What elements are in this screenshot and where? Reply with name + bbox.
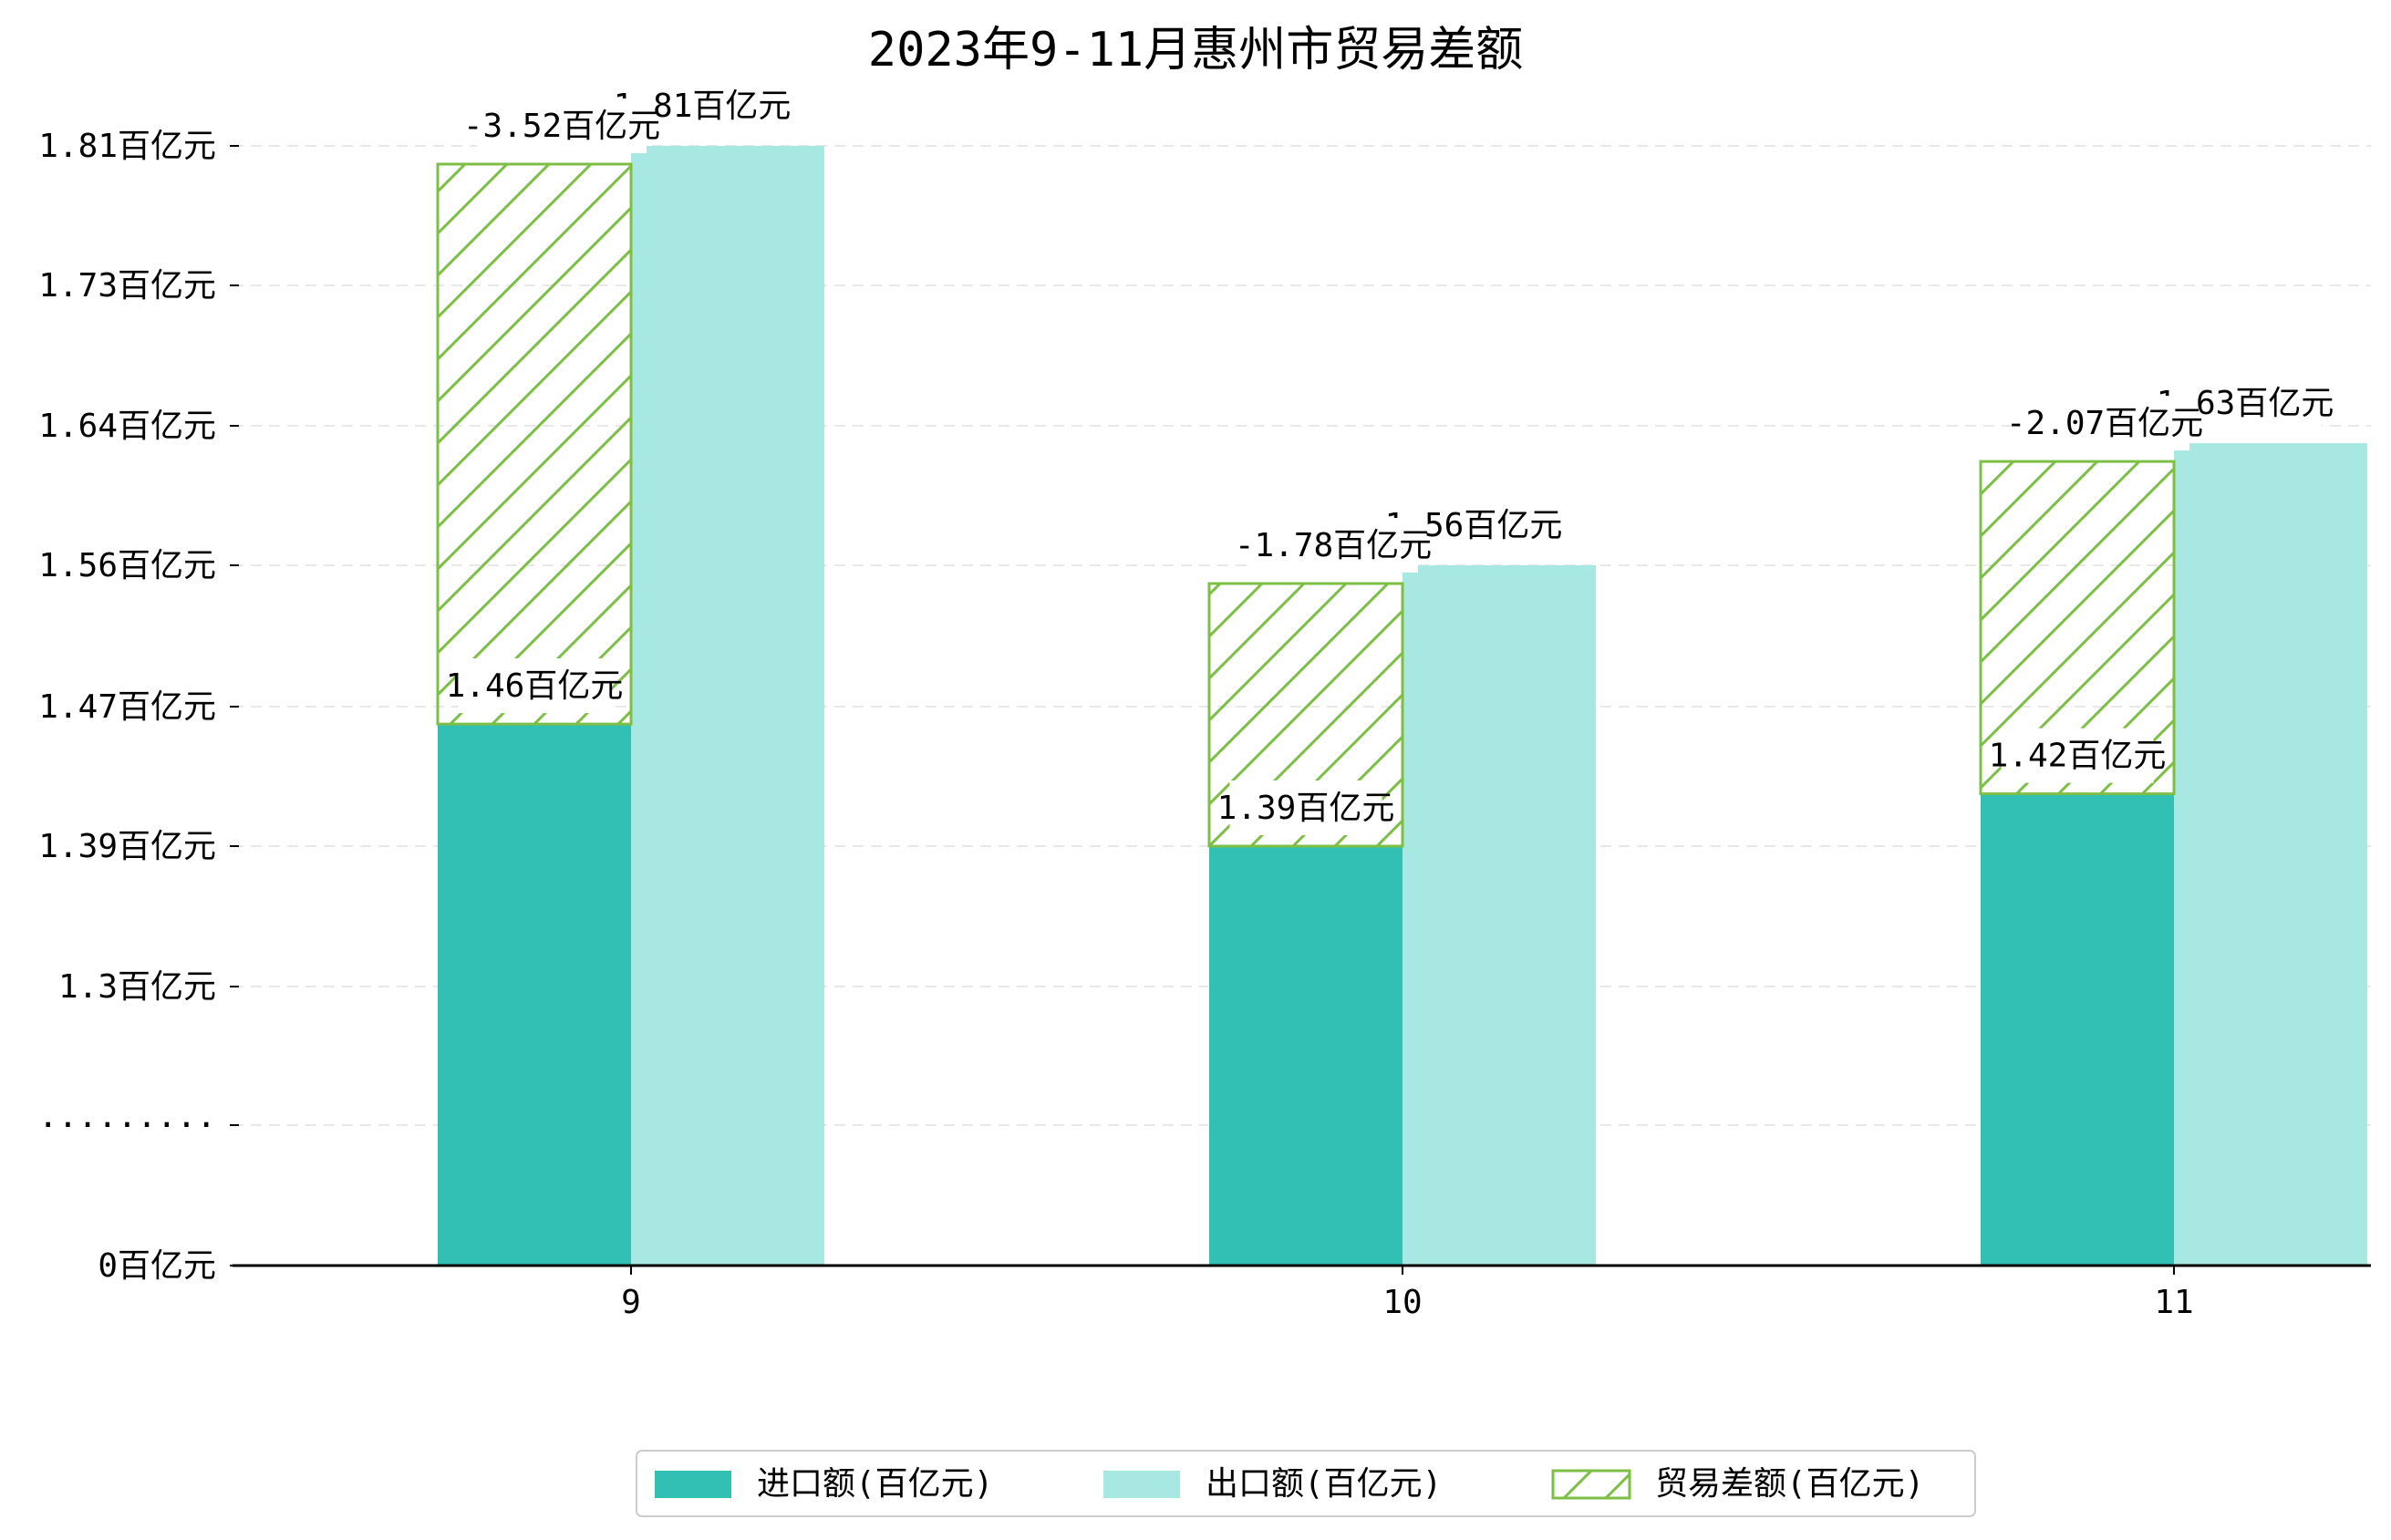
data-label-box <box>2168 376 2322 431</box>
data-label-box <box>477 98 647 153</box>
legend-item-trade-balance: 贸易差额(百亿元) <box>1551 1465 1924 1503</box>
bar-import <box>1209 846 1403 1266</box>
legend-label: 贸易差额(百亿元) <box>1655 1465 1924 1503</box>
legend-swatch <box>1103 1471 1180 1498</box>
import-value-label: 1.42百亿元 <box>1989 728 2167 783</box>
export-value-label: 1.56百亿元 <box>1385 498 1562 553</box>
legend-item-export: 出口额(百亿元) <box>1103 1465 1442 1503</box>
legend-swatch <box>655 1471 731 1498</box>
data-label-box <box>2020 396 2189 451</box>
y-tick-label: 1.64百亿元 <box>38 408 216 445</box>
legend-frame <box>636 1450 1976 1517</box>
legend-item-import: 进口额(百亿元) <box>655 1465 993 1503</box>
y-tick-label: 1.3百亿元 <box>58 968 216 1006</box>
data-label-box <box>1248 518 1418 573</box>
y-tick-label: 1.47百亿元 <box>38 688 216 726</box>
trade-balance-value-label: -1.78百亿元 <box>1235 518 1432 573</box>
data-label-text: 1.42百亿元 <box>1989 738 2167 775</box>
bar-export <box>1403 565 1596 1266</box>
data-label-box <box>1397 498 1550 553</box>
bar-import <box>1981 793 2174 1266</box>
x-tick-label: 9 <box>621 1284 641 1321</box>
y-tick-label: 1.81百亿元 <box>38 128 216 165</box>
legend-label: 出口额(百亿元) <box>1206 1465 1442 1503</box>
y-tick-label: ········· <box>38 1107 216 1144</box>
chart-title: 2023年9-11月惠州市贸易差额 <box>868 23 1523 78</box>
x-tick-label: 10 <box>1382 1284 1422 1321</box>
trade-balance-value-label: -3.52百亿元 <box>463 98 660 153</box>
legend-label: 进口额(百亿元) <box>757 1465 993 1503</box>
data-label-text: 1.46百亿元 <box>446 667 624 705</box>
data-label-text: -1.78百亿元 <box>1235 527 1432 564</box>
data-label-text: -3.52百亿元 <box>463 108 660 145</box>
data-label-box <box>626 78 779 133</box>
import-value-label: 1.46百亿元 <box>446 658 624 714</box>
chart-legend: 进口额(百亿元) 出口额(百亿元) 贸易差额(百亿元) <box>636 1450 1976 1517</box>
export-value-label: 1.81百亿元 <box>614 78 791 133</box>
bar-export <box>2174 443 2367 1266</box>
bar-import <box>438 724 631 1266</box>
y-tick-label: 1.73百亿元 <box>38 267 216 305</box>
data-label-box <box>458 658 611 714</box>
data-label-text: -2.07百亿元 <box>2006 405 2203 442</box>
bar-export <box>631 146 824 1266</box>
import-value-label: 1.39百亿元 <box>1217 780 1395 835</box>
y-tick-label: 0百亿元 <box>98 1247 216 1285</box>
y-tick-label: 1.39百亿元 <box>38 828 216 865</box>
y-tick-label: 1.56百亿元 <box>38 547 216 584</box>
x-tick-label: 11 <box>2154 1284 2193 1321</box>
data-label-box <box>1229 780 1382 835</box>
legend-swatch <box>1551 1469 1631 1500</box>
data-label-box <box>2001 728 2154 783</box>
trade-balance-value-label: -2.07百亿元 <box>2006 396 2203 451</box>
bar-trade-balance <box>436 162 633 726</box>
data-label-text: 1.39百亿元 <box>1217 790 1395 827</box>
